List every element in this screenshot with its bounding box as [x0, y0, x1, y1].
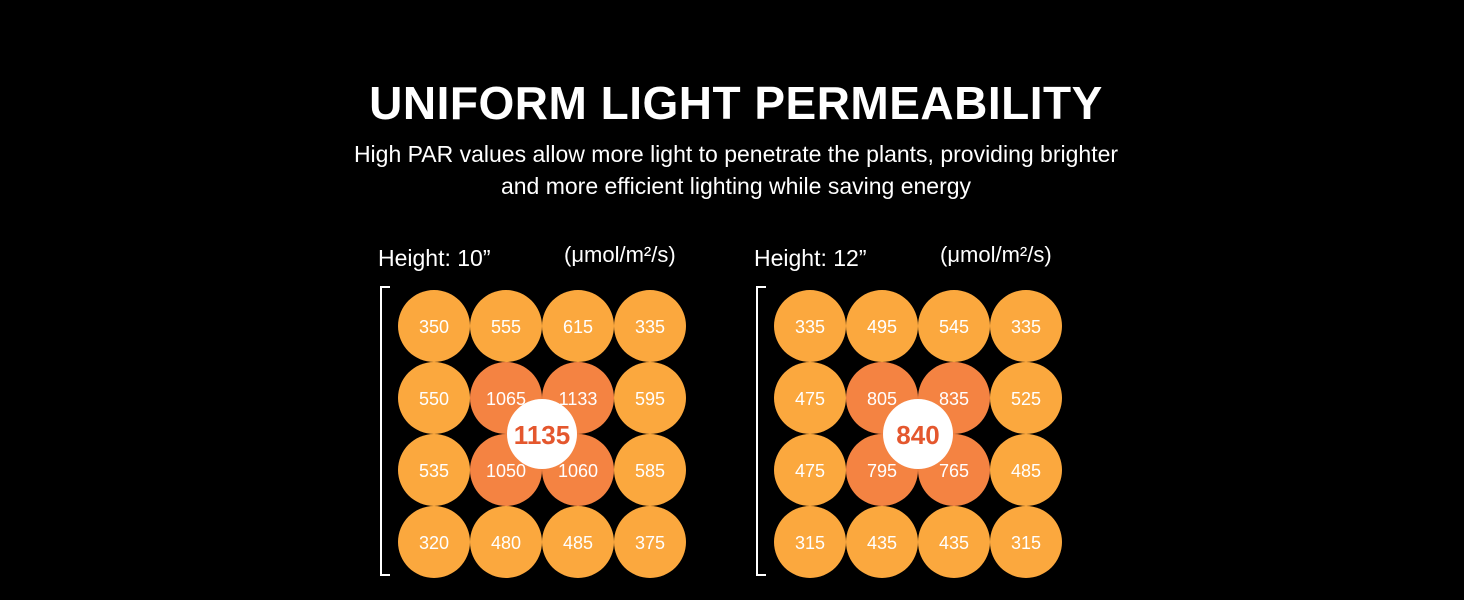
par-cell-r4-c1	[398, 506, 470, 578]
par-value-r2-c1: 550	[419, 389, 449, 409]
par-value-r4-c4: 315	[1011, 533, 1041, 553]
par-cell-r1-c3	[918, 290, 990, 362]
par-panel-height-10: Height: 10” (μmol/m²/s) 350 555 615 335 550 1…	[376, 240, 716, 585]
par-value-r1-c4: 335	[1011, 317, 1041, 337]
par-cell-r4-c2	[846, 506, 918, 578]
par-cell-r3-c1	[398, 434, 470, 506]
par-cell-r3-c4	[990, 434, 1062, 506]
peak-value-circle	[883, 399, 953, 469]
peak-value-label: 840	[896, 420, 939, 450]
grid-bracket	[380, 286, 390, 576]
par-cell-r4-c4	[990, 506, 1062, 578]
par-value-r2-c1: 475	[795, 389, 825, 409]
par-cell-r1-c4	[990, 290, 1062, 362]
par-value-r2-c2: 805	[867, 389, 897, 409]
par-cell-r4-c2	[470, 506, 542, 578]
par-value-r2-c3: 835	[939, 389, 969, 409]
par-cell-r4-c3	[542, 506, 614, 578]
par-value-r3-c2: 1050	[486, 461, 526, 481]
par-value-r1-c1: 350	[419, 317, 449, 337]
par-value-r1-c2: 495	[867, 317, 897, 337]
par-value-r3-c3: 1060	[558, 461, 598, 481]
unit-label: (μmol/m²/s)	[940, 242, 1052, 267]
par-value-r2-c3: 1133	[559, 389, 598, 409]
par-cell-r2-c4	[614, 362, 686, 434]
par-value-r4-c2: 435	[867, 533, 897, 553]
par-value-r3-c4: 585	[635, 461, 665, 481]
par-value-r1-c4: 335	[635, 317, 665, 337]
par-value-r4-c3: 485	[563, 533, 593, 553]
par-cell-r2-c4	[990, 362, 1062, 434]
par-cell-r1-c2	[846, 290, 918, 362]
par-panel-height-12: Height: 12” (μmol/m²/s) 335 495 545 335 475 8…	[752, 240, 1092, 585]
par-cell-r1-c3	[542, 290, 614, 362]
par-value-r4-c3: 435	[939, 533, 969, 553]
par-cell-r4-c4	[614, 506, 686, 578]
par-cell-r2-c1	[398, 362, 470, 434]
height-label: Height: 10”	[378, 245, 491, 271]
par-value-r1-c1: 335	[795, 317, 825, 337]
par-value-r1-c2: 555	[491, 317, 521, 337]
unit-label: (μmol/m²/s)	[564, 242, 676, 267]
par-grid-chart: 335 495 545 335 475 805 835 525 475 795 765 485 315 4…	[774, 290, 1062, 578]
par-value-r3-c1: 475	[795, 461, 825, 481]
page-title: UNIFORM LIGHT PERMEABILITY	[369, 77, 1103, 129]
par-value-r3-c1: 535	[419, 461, 449, 481]
par-value-r3-c3: 765	[939, 461, 969, 481]
subtitle-line-1: High PAR values allow more light to pene…	[353, 141, 1119, 167]
par-cell-r3-c1	[774, 434, 846, 506]
subtitle-line-2: and more efficient lighting while saving…	[500, 173, 972, 199]
par-value-r4-c1: 320	[419, 533, 449, 553]
par-value-r4-c4: 375	[635, 533, 665, 553]
par-cell-r2-c1	[774, 362, 846, 434]
par-cell-r1-c2	[470, 290, 542, 362]
par-value-r1-c3: 545	[939, 317, 969, 337]
par-cell-r3-c4	[614, 434, 686, 506]
peak-value-label: 1135	[514, 420, 570, 450]
par-value-r4-c1: 315	[795, 533, 825, 553]
par-cell-r1-c1	[398, 290, 470, 362]
par-cell-r4-c1	[774, 506, 846, 578]
par-value-r4-c2: 480	[491, 533, 521, 553]
par-value-r2-c4: 595	[635, 389, 665, 409]
height-label: Height: 12”	[754, 245, 867, 271]
par-value-r3-c4: 485	[1011, 461, 1041, 481]
par-value-r1-c3: 615	[563, 317, 593, 337]
par-value-r2-c2: 1065	[486, 389, 526, 409]
grid-bracket	[756, 286, 766, 576]
par-cell-r4-c3	[918, 506, 990, 578]
par-cell-r1-c1	[774, 290, 846, 362]
par-grid-chart: 350 555 615 335 550 1065 1133 595 535 1050 1060 585…	[398, 290, 686, 578]
par-value-r2-c4: 525	[1011, 389, 1041, 409]
par-value-r3-c2: 795	[867, 461, 897, 481]
par-cell-r1-c4	[614, 290, 686, 362]
peak-value-circle	[507, 399, 577, 469]
